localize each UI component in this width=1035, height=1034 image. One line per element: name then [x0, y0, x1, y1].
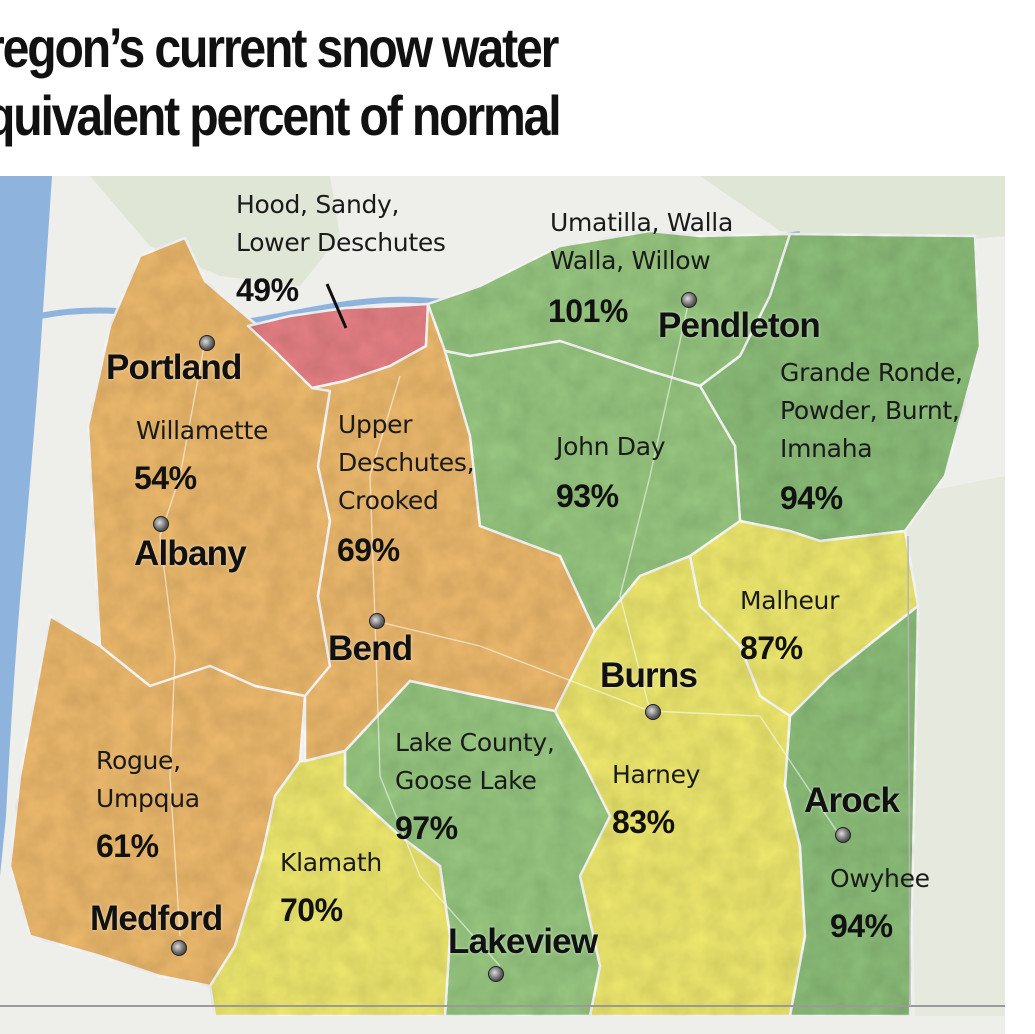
- percent-lake-county: 97%: [395, 810, 458, 846]
- map-title: regon’s current snow water quivalent per…: [0, 14, 640, 150]
- hood-leader-line: [325, 283, 348, 329]
- city-dot-medford: [171, 940, 187, 956]
- terrain-patch: [700, 176, 1005, 246]
- region-name: Deschutes,: [338, 448, 475, 477]
- label-malheur: Malheur: [740, 582, 839, 620]
- region-name: Harney: [612, 760, 701, 789]
- percent-rogue: 61%: [96, 828, 159, 864]
- label-upper-deschutes: Upper Deschutes, Crooked: [338, 406, 475, 520]
- percent-hood: 49%: [236, 272, 299, 308]
- percent-willamette: 54%: [134, 460, 197, 496]
- city-dot-arock: [835, 827, 851, 843]
- label-hood: Hood, Sandy, Lower Deschutes: [236, 186, 446, 262]
- city-portland: Portland: [106, 348, 242, 387]
- region-name: Umpqua: [96, 784, 200, 813]
- city-dot-burns: [645, 704, 661, 720]
- label-lake-county: Lake County, Goose Lake: [395, 724, 555, 800]
- region-name: Hood, Sandy,: [236, 190, 400, 219]
- city-lakeview: Lakeview: [448, 922, 598, 961]
- region-name: Upper: [338, 410, 413, 439]
- terrain-patch: [90, 176, 340, 286]
- percent-grande-ronde: 94%: [780, 480, 843, 516]
- city-dot-pendleton: [681, 292, 697, 308]
- map-canvas: [0, 176, 1005, 1034]
- region-name: John Day: [556, 432, 666, 461]
- oregon-snow-map: Hood, Sandy, Lower Deschutes 49% Umatill…: [0, 176, 1005, 1034]
- region-name: Umatilla, Walla: [550, 208, 733, 237]
- city-burns: Burns: [600, 656, 698, 695]
- label-willamette: Willamette: [136, 412, 268, 450]
- percent-owyhee: 94%: [830, 908, 893, 944]
- percent-klamath: 70%: [280, 892, 343, 928]
- terrain-patch: [905, 476, 1005, 1016]
- label-grande-ronde: Grande Ronde, Powder, Burnt, Imnaha: [780, 354, 963, 468]
- region-name: Willamette: [136, 416, 269, 445]
- city-arock: Arock: [804, 781, 900, 820]
- region-name: Powder, Burnt,: [780, 396, 960, 425]
- region-name: Walla, Willow: [550, 246, 711, 275]
- city-dot-portland: [199, 335, 215, 351]
- label-klamath: Klamath: [280, 844, 382, 882]
- region-klamath: [208, 749, 452, 1018]
- city-albany: Albany: [134, 534, 247, 573]
- region-owyhee: [783, 604, 920, 1018]
- label-john-day: John Day: [556, 428, 666, 466]
- percent-john-day: 93%: [556, 478, 619, 514]
- region-name: Rogue,: [96, 746, 181, 775]
- percent-malheur: 87%: [740, 630, 803, 666]
- label-rogue: Rogue, Umpqua: [96, 742, 200, 818]
- percent-umatilla: 101%: [548, 293, 628, 329]
- state-border-east: [907, 535, 911, 1007]
- city-dot-bend: [369, 613, 385, 629]
- percent-upper-deschutes: 69%: [337, 532, 400, 568]
- roads: [159, 295, 841, 967]
- title-line-1: regon’s current snow water: [0, 16, 559, 79]
- label-umatilla: Umatilla, Walla Walla, Willow: [550, 204, 733, 280]
- title-line-2: quivalent percent of normal: [0, 84, 562, 147]
- region-name: Lower Deschutes: [236, 228, 446, 257]
- city-medford: Medford: [90, 899, 223, 938]
- pacific-ocean: [0, 176, 52, 876]
- city-pendleton: Pendleton: [658, 306, 821, 345]
- percent-harney: 83%: [612, 804, 675, 840]
- label-owyhee: Owyhee: [830, 860, 930, 898]
- region-name: Lake County,: [395, 728, 555, 757]
- region-name: Klamath: [280, 848, 382, 877]
- region-name: Grande Ronde,: [780, 358, 963, 387]
- label-harney: Harney: [612, 756, 700, 794]
- region-name: Goose Lake: [395, 766, 537, 795]
- region-name: Malheur: [740, 586, 840, 615]
- region-name: Owyhee: [830, 864, 930, 893]
- city-dot-albany: [153, 516, 169, 532]
- city-bend: Bend: [328, 629, 413, 668]
- city-dot-lakeview: [488, 966, 504, 982]
- region-name: Crooked: [338, 486, 439, 515]
- region-name: Imnaha: [780, 434, 873, 463]
